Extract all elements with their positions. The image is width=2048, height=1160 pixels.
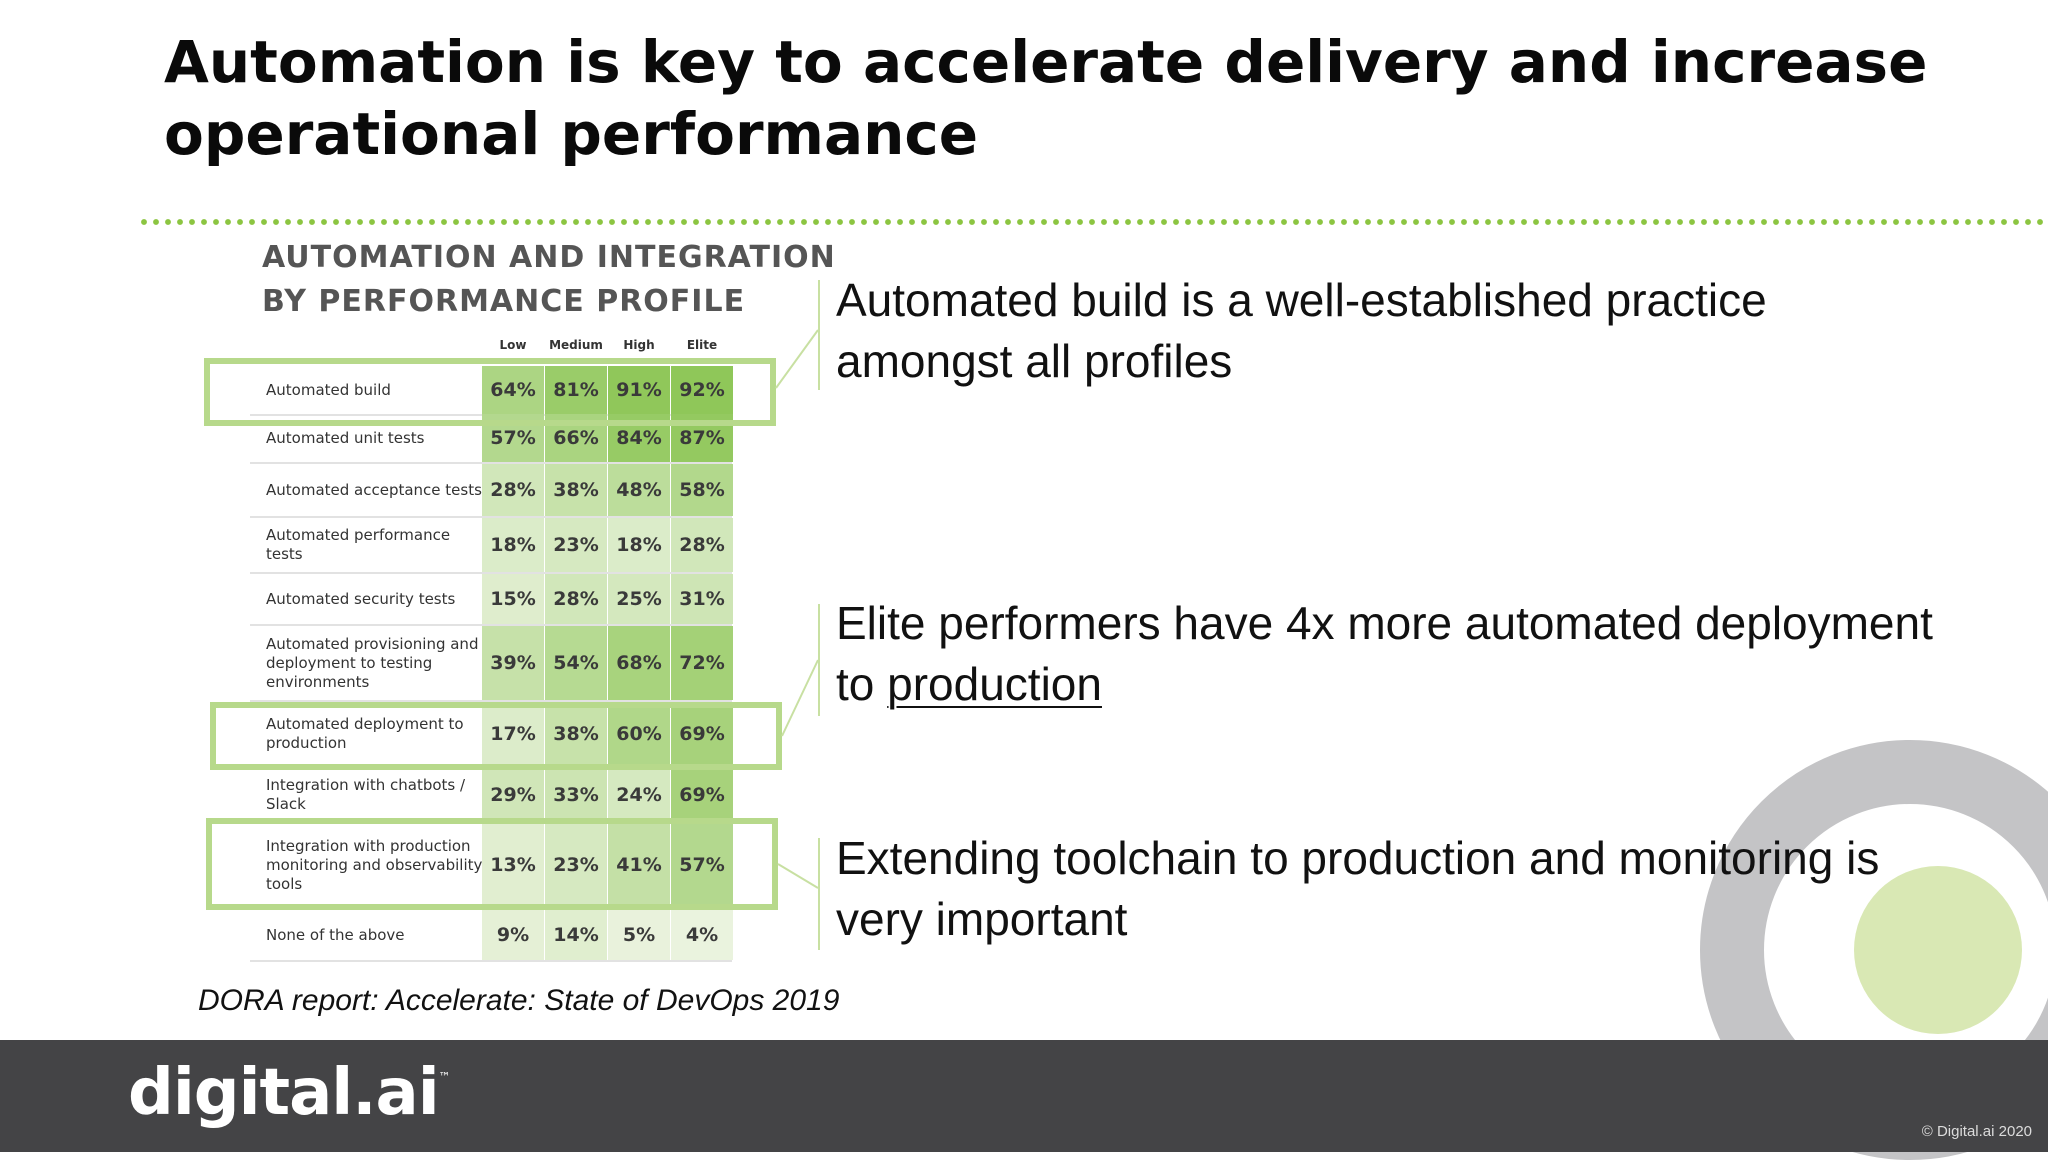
row-divider: [250, 960, 732, 962]
table-cell: 41%: [608, 822, 670, 908]
table-cell: 23%: [545, 822, 607, 908]
table-cell: 38%: [545, 464, 607, 516]
row-divider: [250, 516, 732, 518]
copyright-text: © Digital.ai 2020: [1921, 1123, 2032, 1140]
table-cell: 31%: [671, 574, 733, 624]
table-cell: 24%: [608, 770, 670, 820]
highlight-monitoring: [206, 818, 778, 910]
logo-text: digital.ai: [128, 1056, 440, 1130]
dotted-divider: [138, 218, 2048, 226]
table-cell: 23%: [545, 518, 607, 572]
row-divider: [250, 462, 732, 464]
row-label: None of the above: [266, 925, 405, 944]
table-cell: 81%: [545, 366, 607, 414]
digital-ai-logo: digital.ai™: [128, 1056, 451, 1130]
table-cell: 33%: [545, 770, 607, 820]
row-divider: [250, 700, 732, 702]
bullet-elite-underlined: production: [887, 658, 1102, 710]
bullet-elite-performers: Elite performers have 4x more automated …: [836, 593, 1936, 715]
table-cell: 91%: [608, 366, 670, 414]
bullet-bar-2: [818, 604, 820, 716]
table-cell: 39%: [482, 626, 544, 700]
footer-bar: [0, 1040, 2048, 1152]
row-label: Automated build: [266, 380, 391, 399]
table-cell: 25%: [608, 574, 670, 624]
table-cell: 5%: [608, 910, 670, 960]
table-cell: 68%: [608, 626, 670, 700]
table-cell: 60%: [608, 702, 670, 766]
table-cell: 38%: [545, 702, 607, 766]
table-heading: AUTOMATION AND INTEGRATION BY PERFORMANC…: [262, 240, 836, 319]
table-cell: 4%: [671, 910, 733, 960]
table-cell: 18%: [482, 518, 544, 572]
bullet-automated-build: Automated build is a well-established pr…: [836, 274, 1767, 387]
table-cell: 92%: [671, 366, 733, 414]
column-header-medium: Medium: [549, 338, 603, 352]
row-divider: [250, 572, 732, 574]
row-label: Integration with chatbots / Slack: [266, 776, 466, 813]
row-label: Integration with production monitoring a…: [266, 836, 483, 893]
table-cell: 13%: [482, 822, 544, 908]
row-label: Automated deployment to production: [266, 715, 464, 752]
table-cell: 28%: [545, 574, 607, 624]
row-label: Automated provisioning and deployment to…: [266, 634, 479, 691]
table-cell: 28%: [671, 518, 733, 572]
table-cell: 64%: [482, 366, 544, 414]
bullet-elite-text: Elite performers have 4x more automated …: [836, 597, 1933, 710]
bullet-bar-1: [818, 280, 820, 390]
column-header-elite: Elite: [686, 338, 718, 352]
bullet-bar-3: [818, 838, 820, 950]
highlight-deployment-production: [210, 702, 782, 770]
column-header-high: High: [623, 338, 655, 352]
table-cell: 28%: [482, 464, 544, 516]
table-cell: 69%: [671, 702, 733, 766]
row-label: Automated acceptance tests: [266, 480, 482, 499]
row-label: Automated unit tests: [266, 428, 425, 447]
table-cell: 29%: [482, 770, 544, 820]
table-cell: 72%: [671, 626, 733, 700]
table-cell: 9%: [482, 910, 544, 960]
bullet-toolchain: Extending toolchain to production and mo…: [836, 832, 1880, 945]
row-label: Automated security tests: [266, 589, 456, 608]
table-cell: 15%: [482, 574, 544, 624]
slide-title: Automation is key to accelerate delivery…: [164, 28, 1928, 168]
row-label: Automated performance tests: [266, 526, 451, 563]
row-divider: [250, 624, 732, 626]
highlight-automated-build: [204, 358, 776, 426]
table-cell: 58%: [671, 464, 733, 516]
table-cell: 57%: [671, 822, 733, 908]
table-cell: 18%: [608, 518, 670, 572]
column-header-low: Low: [499, 338, 527, 352]
table-cell: 48%: [608, 464, 670, 516]
source-citation: DORA report: Accelerate: State of DevOps…: [198, 984, 840, 1017]
table-cell: 69%: [671, 770, 733, 820]
table-cell: 54%: [545, 626, 607, 700]
table-cell: 17%: [482, 702, 544, 766]
table-cell: 14%: [545, 910, 607, 960]
logo-trademark: ™: [438, 1070, 451, 1084]
